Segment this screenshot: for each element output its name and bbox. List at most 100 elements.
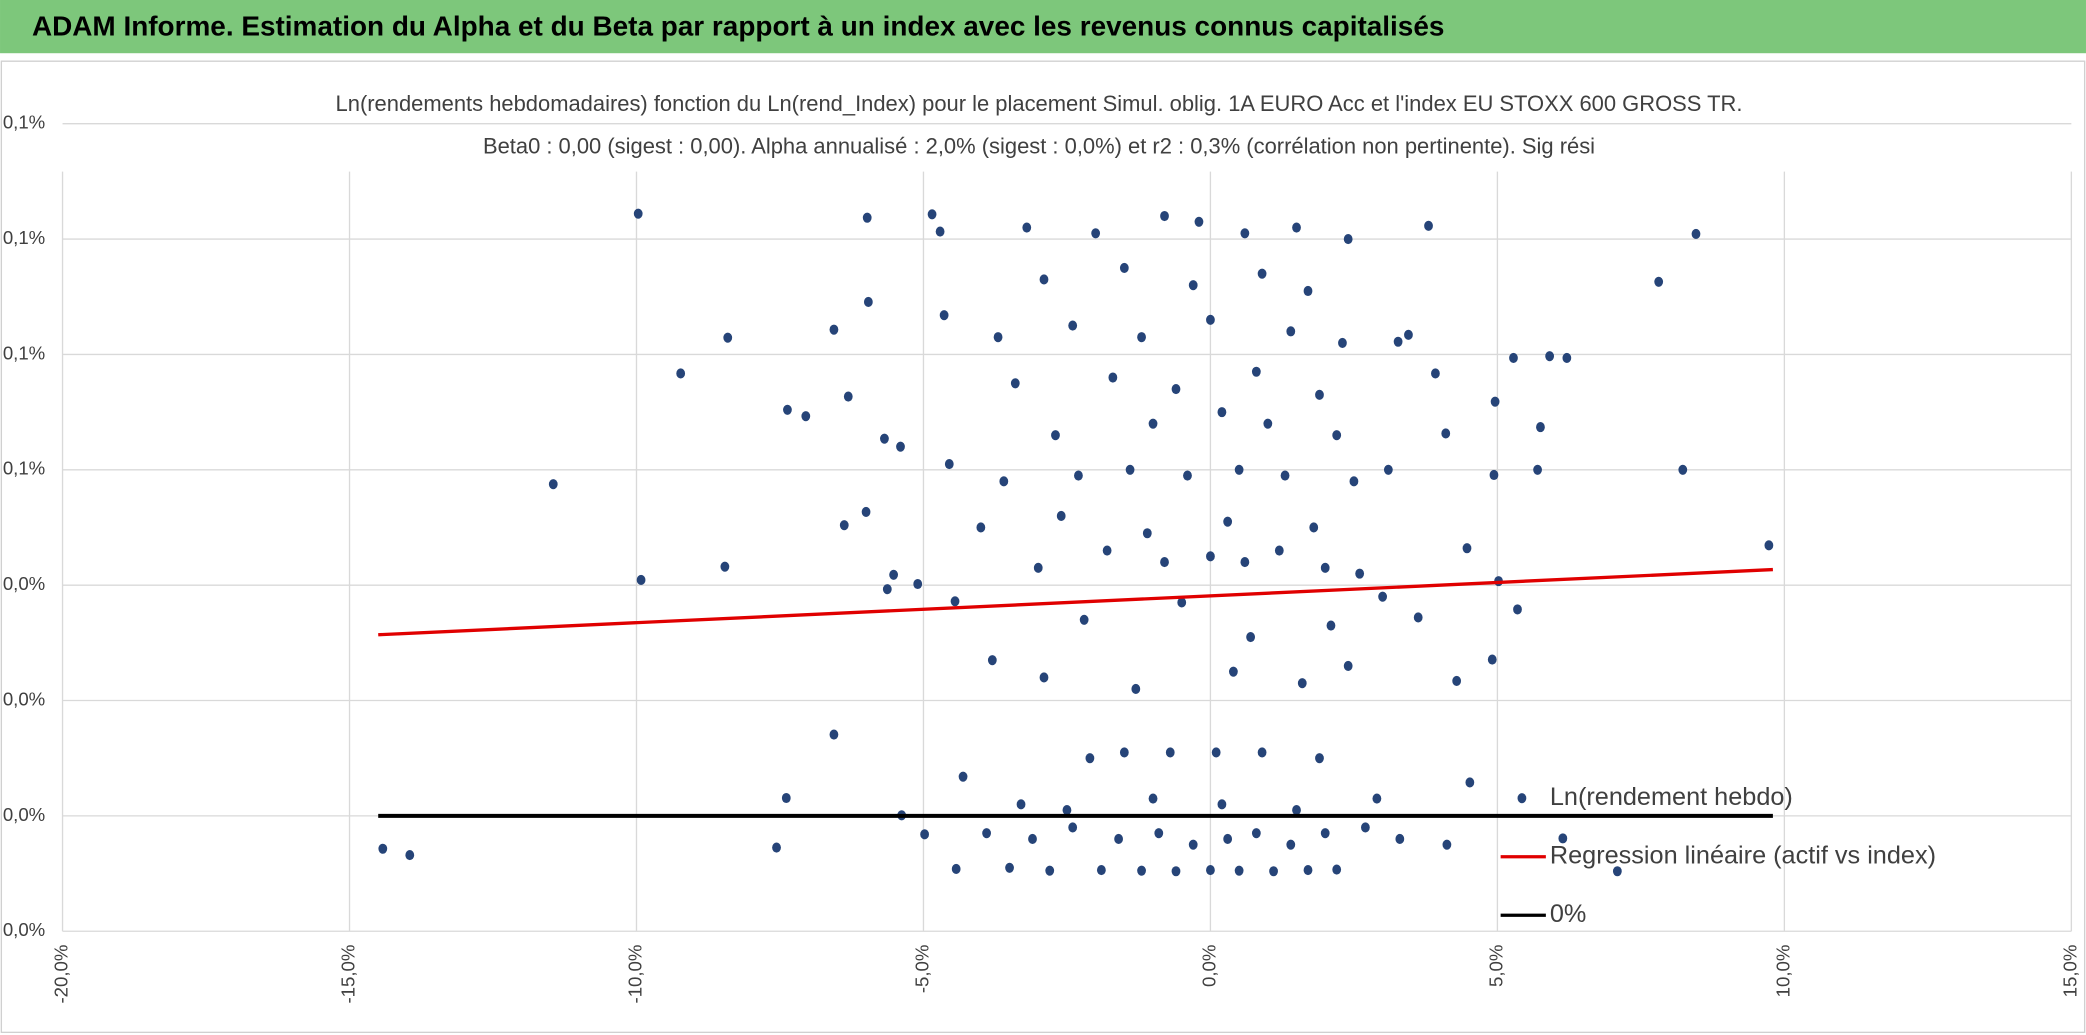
data-point xyxy=(1536,422,1545,433)
data-point xyxy=(863,296,873,308)
x-tick-label: 5,0% xyxy=(1485,945,1506,987)
data-point xyxy=(1545,351,1555,362)
data-point xyxy=(1315,753,1324,764)
data-point xyxy=(1206,551,1215,562)
data-point xyxy=(1125,464,1135,475)
data-point xyxy=(1465,777,1475,788)
data-point xyxy=(1183,470,1192,481)
data-point xyxy=(1257,747,1267,758)
data-point xyxy=(950,596,960,607)
header-title: ADAM Informe. Estimation du Alpha et du … xyxy=(32,10,1444,41)
data-point xyxy=(1383,464,1393,475)
y-tick-label: 0,1% xyxy=(3,342,45,363)
x-tick-label: -20,0% xyxy=(50,945,71,1004)
data-point xyxy=(1016,799,1026,810)
data-point xyxy=(1424,220,1433,231)
data-point xyxy=(1441,428,1451,439)
data-point xyxy=(1338,337,1347,348)
data-point xyxy=(1303,865,1313,876)
data-point xyxy=(636,574,646,586)
data-point xyxy=(1349,476,1359,487)
data-point xyxy=(861,506,871,517)
data-point xyxy=(993,332,1003,343)
data-point xyxy=(1378,591,1388,602)
data-point xyxy=(982,828,991,839)
data-point xyxy=(1114,833,1123,845)
data-point xyxy=(1171,866,1181,877)
data-point xyxy=(829,324,839,335)
data-point xyxy=(548,479,558,490)
data-point xyxy=(1251,828,1261,839)
data-point xyxy=(1393,336,1403,347)
data-point xyxy=(1223,516,1233,527)
x-tick-label: -15,0% xyxy=(337,945,358,1004)
data-point xyxy=(1691,228,1701,239)
data-point xyxy=(944,458,954,470)
y-tick-label: 0,1% xyxy=(3,227,45,248)
data-point xyxy=(1085,753,1095,764)
data-point xyxy=(1404,329,1413,340)
data-point xyxy=(1332,430,1342,441)
data-point xyxy=(1228,666,1238,677)
data-point xyxy=(1160,557,1169,568)
data-point xyxy=(1413,612,1423,623)
data-point xyxy=(1068,320,1078,331)
y-tick-label: 0,0% xyxy=(3,688,45,709)
data-point xyxy=(1372,793,1382,804)
data-point xyxy=(882,584,892,595)
data-point xyxy=(1257,268,1267,279)
data-point xyxy=(1148,418,1158,429)
data-point xyxy=(1056,510,1066,521)
data-point xyxy=(378,843,388,854)
data-point xyxy=(896,441,905,452)
data-point xyxy=(951,863,961,874)
data-point xyxy=(1442,839,1452,850)
data-point xyxy=(1280,470,1290,481)
data-point xyxy=(1096,865,1106,876)
data-point xyxy=(976,522,986,533)
data-point xyxy=(1309,522,1319,533)
y-tick-label: 0,0% xyxy=(3,573,45,594)
data-point xyxy=(1355,568,1365,579)
chart-subtitle: Beta0 : 0,00 (sigest : 0,00). Alpha annu… xyxy=(483,133,1595,158)
data-point xyxy=(1678,464,1688,475)
data-point xyxy=(1462,543,1472,554)
data-point xyxy=(829,729,839,740)
data-point xyxy=(723,332,733,343)
data-point xyxy=(1292,805,1301,816)
y-tick-label: 0,0% xyxy=(3,919,45,940)
data-point xyxy=(1177,597,1187,608)
data-point xyxy=(1240,228,1250,239)
data-point xyxy=(1074,470,1083,481)
chart-frame xyxy=(0,60,2086,1034)
data-point xyxy=(1051,430,1060,441)
data-point xyxy=(1160,210,1169,222)
y-tick-label: 0,1% xyxy=(3,458,45,479)
data-point xyxy=(676,368,686,379)
y-tick-label: 0,0% xyxy=(3,804,45,825)
data-point xyxy=(1091,228,1101,239)
data-point xyxy=(1206,865,1215,876)
data-point xyxy=(1039,274,1049,285)
data-point xyxy=(999,476,1009,487)
data-point xyxy=(1039,672,1049,683)
data-point xyxy=(1286,839,1296,850)
data-point xyxy=(1297,678,1307,689)
data-point xyxy=(1246,632,1255,643)
legend-marker xyxy=(1517,793,1527,804)
data-point xyxy=(1234,865,1244,876)
data-point xyxy=(783,404,792,415)
data-point xyxy=(1361,822,1370,833)
data-point xyxy=(1154,828,1164,839)
data-point xyxy=(1068,822,1078,833)
data-point xyxy=(1079,614,1089,625)
data-point xyxy=(1332,864,1342,875)
x-tick-label: -10,0% xyxy=(624,945,645,1004)
data-point xyxy=(1431,368,1440,379)
data-point xyxy=(1240,557,1250,568)
data-point xyxy=(1005,862,1014,873)
data-point xyxy=(839,520,849,531)
data-point xyxy=(1533,464,1542,475)
